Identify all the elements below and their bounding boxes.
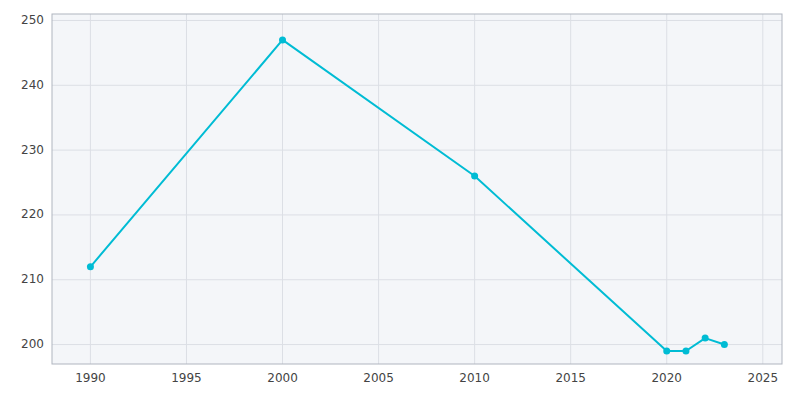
data-point [471, 173, 478, 180]
y-tick-label: 240 [21, 78, 44, 92]
y-tick-label: 210 [21, 272, 44, 286]
x-grid-line [762, 14, 763, 364]
data-point [279, 36, 286, 43]
y-grid-line [52, 214, 782, 215]
x-grid-line [378, 14, 379, 364]
x-tick-label: 1990 [75, 371, 106, 385]
y-grid-line [52, 344, 782, 345]
grid [52, 14, 782, 364]
data-point [663, 348, 670, 355]
data-layer [87, 36, 728, 354]
data-point [87, 263, 94, 270]
x-grid-line [282, 14, 283, 364]
tick-labels: 200 210 220 230 240 250 1990 1995 2000 2005 2010 20… [21, 13, 778, 385]
y-grid-line [52, 20, 782, 21]
chart-container: 200 210 220 230 240 250 1990 1995 2000 2005 2010 20… [0, 0, 800, 400]
x-tick-label: 2015 [555, 371, 586, 385]
x-grid-line [186, 14, 187, 364]
plot-background [52, 14, 782, 364]
y-grid-line [52, 279, 782, 280]
data-point [682, 348, 689, 355]
x-grid-line [570, 14, 571, 364]
data-point [721, 341, 728, 348]
x-grid-line [90, 14, 91, 364]
plot-frame [52, 14, 782, 364]
x-tick-label: 2010 [459, 371, 490, 385]
x-tick-label: 2020 [651, 371, 682, 385]
data-point [702, 335, 709, 342]
x-tick-label: 2025 [748, 371, 779, 385]
y-tick-label: 200 [21, 337, 44, 351]
y-grid-line [52, 85, 782, 86]
y-tick-label: 220 [21, 207, 44, 221]
x-tick-label: 1995 [171, 371, 202, 385]
chart-svg: 200 210 220 230 240 250 1990 1995 2000 2005 2010 20… [0, 0, 800, 400]
y-tick-label: 230 [21, 143, 44, 157]
y-tick-label: 250 [21, 13, 44, 27]
x-grid-line [666, 14, 667, 364]
x-tick-label: 2000 [267, 371, 298, 385]
y-grid-line [52, 150, 782, 151]
x-grid-line [474, 14, 475, 364]
data-line [90, 40, 724, 351]
x-tick-label: 2005 [363, 371, 394, 385]
